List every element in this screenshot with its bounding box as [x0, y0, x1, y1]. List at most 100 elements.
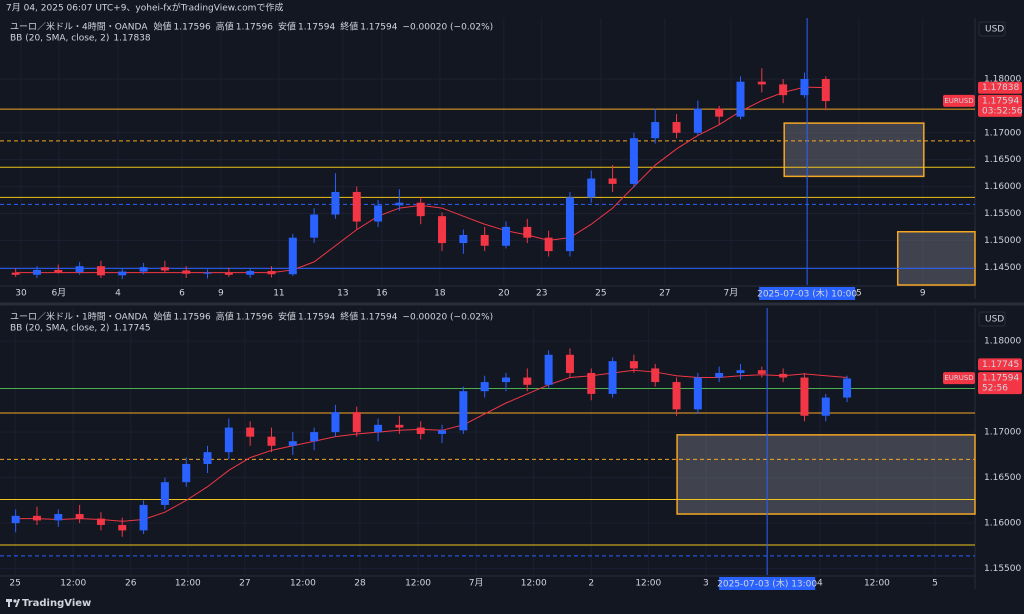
change: −0.00020 (−0.02%): [402, 23, 493, 33]
y-tick-label: 1.16000: [984, 519, 1021, 529]
candle-body: [96, 518, 105, 525]
candle-body: [565, 354, 574, 373]
y-tick-label: 1.18000: [984, 75, 1021, 85]
ohlc-label: 高値: [216, 311, 234, 323]
candle-body: [54, 269, 63, 273]
y-tick-label: 1.16000: [984, 182, 1021, 192]
candle-body: [757, 81, 766, 85]
currency-box: [978, 311, 1006, 327]
x-tick-label: 3: [703, 579, 709, 589]
candle-body: [32, 515, 41, 521]
ohlc-value: 1.17596: [174, 23, 211, 33]
zone-box: [676, 434, 976, 515]
candle-body: [565, 197, 574, 252]
x-tick-label: 12:00: [175, 579, 201, 589]
x-tick-label: 30: [15, 289, 27, 299]
x-tick-label: 7月: [469, 578, 484, 589]
candle-body: [438, 216, 447, 244]
candle-body: [416, 202, 425, 217]
x-tick-label: 20: [498, 289, 510, 299]
x-tick-label: 9: [218, 289, 224, 299]
x-tick-label: 27: [659, 289, 670, 299]
x-tick-label: 25: [9, 579, 20, 589]
zone-box: [896, 231, 976, 286]
x-tick-label: 12:00: [635, 579, 661, 589]
ohlc-value: 1.17594: [360, 313, 397, 323]
candle-body: [800, 377, 809, 416]
candle-body: [182, 463, 191, 483]
candle-body: [608, 361, 617, 394]
candle-body: [267, 271, 276, 275]
countdown: 52:56: [982, 384, 1008, 394]
y-tick-label: 1.16500: [984, 155, 1021, 165]
candle-body: [438, 430, 447, 434]
x-tick-label: 13: [337, 289, 348, 299]
ohlc-value: 1.17594: [298, 23, 335, 33]
candle-body: [821, 397, 830, 416]
candle-body: [736, 370, 745, 373]
candle-body: [757, 370, 766, 374]
price-tag-label: 1.17594: [982, 374, 1019, 384]
candle-body: [203, 452, 212, 464]
candle-body: [693, 377, 702, 410]
x-tick-label: 27: [239, 579, 250, 589]
candle-body: [374, 205, 383, 222]
candle-body: [352, 191, 361, 222]
x-tick-label: 6月: [51, 288, 66, 299]
candle-body: [395, 424, 404, 428]
candle-body: [139, 267, 148, 272]
candle-body: [693, 108, 702, 133]
indicator-tag: [978, 358, 1022, 371]
indicator-tag: [978, 81, 1022, 94]
candle-body: [779, 84, 788, 96]
y-tick-label: 1.15500: [984, 209, 1021, 219]
candle-body: [544, 237, 553, 252]
candle-body: [160, 267, 169, 271]
candle-body: [651, 122, 660, 139]
x-tick-label: 7月: [724, 288, 739, 299]
brand-logo: [6, 599, 20, 607]
ohlc-value: 1.17596: [174, 313, 211, 323]
candle-body: [779, 373, 788, 378]
candle-body: [501, 377, 510, 383]
x-tick-label: 6: [179, 289, 185, 299]
candle-body: [587, 372, 596, 394]
crosshair-label-box: [719, 577, 816, 590]
price-tag: [978, 372, 1022, 395]
symbol: ユーロ／米ドル・1時間・OANDA: [10, 311, 148, 323]
x-tick-label: 18: [434, 289, 446, 299]
ohlc-value: 1.17596: [236, 23, 273, 33]
candle-body: [587, 178, 596, 198]
indicator-name: BB (20, SMA, close, 2): [10, 324, 109, 334]
x-tick-label: 12:00: [864, 579, 890, 589]
x-tick-label: 4: [817, 579, 823, 589]
candle-body: [288, 237, 297, 275]
candle-body: [182, 270, 191, 274]
candle-body: [800, 79, 809, 96]
y-tick-label: 1.16500: [984, 473, 1021, 483]
crosshair-label-box: [759, 287, 856, 300]
y-tick-label: 1.15500: [984, 564, 1021, 574]
x-tick-label: 25: [595, 289, 606, 299]
candle-body: [160, 482, 169, 505]
x-tick-label: 2: [588, 579, 594, 589]
x-tick-label: 5: [932, 579, 938, 589]
candle-body: [224, 272, 233, 275]
x-tick-label: 23: [536, 289, 547, 299]
x-tick-label: 4: [115, 289, 121, 299]
indicator-tag-label: 1.17838: [982, 83, 1019, 93]
candle-body: [843, 378, 852, 398]
candle-body: [267, 436, 276, 446]
candle-body: [331, 412, 340, 433]
candle-body: [715, 108, 724, 117]
candle-body: [96, 266, 105, 276]
candle-body: [203, 272, 212, 274]
currency-box: [978, 21, 1006, 37]
countdown: 03:52:56: [982, 106, 1023, 116]
currency: USD: [985, 315, 1004, 325]
x-tick-label: 5: [856, 289, 862, 299]
ohlc-value: 1.17594: [360, 23, 397, 33]
candle-body: [416, 427, 425, 434]
